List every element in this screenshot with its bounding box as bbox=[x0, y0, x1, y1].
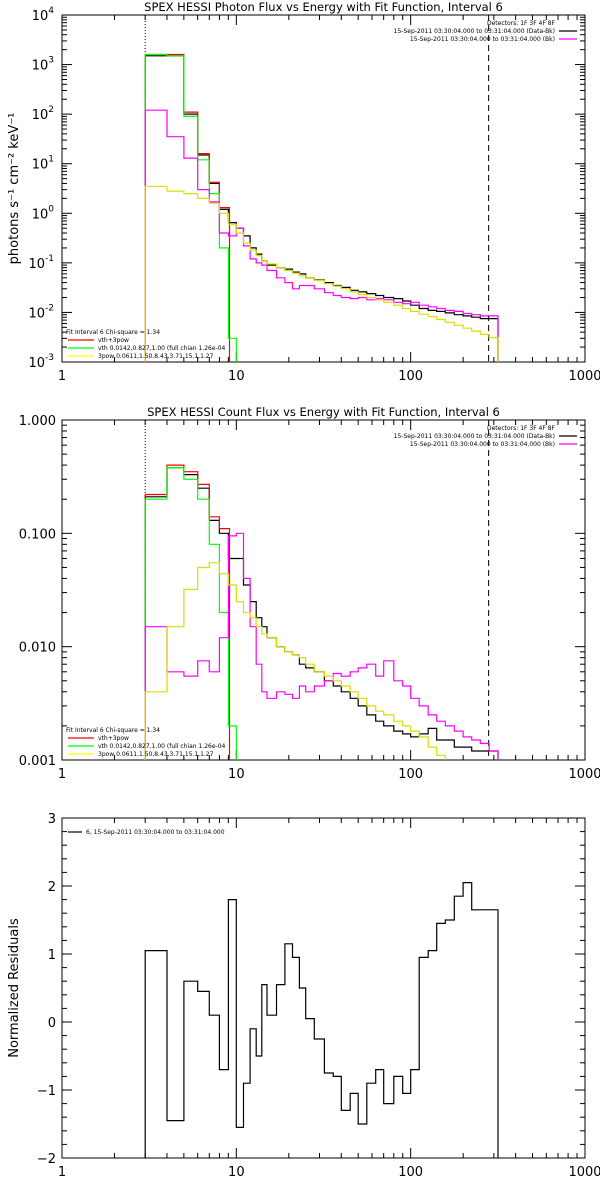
y-axis-label: photons s⁻¹ cm⁻² keV⁻¹ bbox=[7, 113, 22, 265]
y-tick-label: 2 bbox=[48, 880, 56, 895]
plot-frame bbox=[61, 14, 586, 363]
x-tick-label: 1 bbox=[58, 369, 66, 384]
y-axis-label: Normalized Residuals bbox=[7, 918, 22, 1058]
y-tick-label: 103 bbox=[32, 56, 54, 74]
y-tick-label: 1.000 bbox=[19, 414, 56, 429]
legend-entry: 3pow 0.0611,1.50,8.43,3.71,15.1,1.27 bbox=[98, 751, 214, 758]
chart-panel-1: 1 10 100 1000 10-3 10-2 10-1 100 101 102 103 104 SPE… bbox=[7, 0, 600, 384]
y-tick-label: 100 bbox=[32, 204, 55, 222]
x-tick-label: 100 bbox=[398, 767, 423, 782]
y-tick-label: 10-2 bbox=[28, 303, 54, 321]
series-line-5 bbox=[144, 562, 473, 760]
legend-entry: 6, 15-Sep-2011 03:30:04.000 to 03:31:04.… bbox=[86, 829, 225, 836]
x-tick-label: 1000 bbox=[568, 767, 600, 782]
y-tick-label: 102 bbox=[32, 105, 54, 123]
y-tick-label: 1 bbox=[48, 948, 56, 963]
x-tick-label: 10 bbox=[228, 1165, 245, 1180]
x-axis: 1 10 100 1000 bbox=[58, 818, 600, 1180]
y-tick-label: 10-3 bbox=[28, 353, 54, 371]
legend-entry: Detectors: 1F 3F 4F 8F bbox=[487, 425, 556, 432]
y-tick-label: −1 bbox=[37, 1084, 56, 1099]
legend-entry: 3pow 0.0611,1.50,8.43,3.71,15.1,1.27 bbox=[98, 353, 214, 360]
y-tick-label: −2 bbox=[37, 1152, 56, 1167]
x-tick-label: 100 bbox=[398, 1165, 423, 1180]
y-axis: 10-3 10-2 10-1 100 101 102 103 104 bbox=[28, 6, 585, 371]
x-tick-label: 10 bbox=[228, 767, 245, 782]
y-tick-label: 104 bbox=[32, 6, 55, 24]
plot-frame bbox=[61, 817, 586, 1159]
x-tick-label: 10 bbox=[228, 369, 245, 384]
x-tick-label: 1 bbox=[58, 1165, 66, 1180]
plot-frame bbox=[61, 419, 586, 761]
y-axis: 0.001 0.010 0.100 1.000 bbox=[19, 414, 585, 769]
legend-entry: Detectors: 1F 3F 4F 8F bbox=[487, 20, 556, 27]
series-group bbox=[144, 882, 499, 1158]
x-tick-label: 100 bbox=[398, 369, 423, 384]
x-axis: 1 10 100 1000 bbox=[58, 420, 600, 782]
series-line-5 bbox=[144, 185, 499, 362]
series-line-1 bbox=[144, 882, 499, 1158]
legend-entry: 15-Sep-2011 03:30:04.000 to 03:31:04.000… bbox=[394, 28, 555, 35]
chart-title: SPEX HESSI Photon Flux vs Energy with Fi… bbox=[144, 0, 503, 14]
x-tick-label: 1000 bbox=[568, 369, 600, 384]
legend-entry: vth+3pow bbox=[98, 337, 129, 344]
y-tick-label: 0.010 bbox=[19, 641, 56, 656]
x-tick-label: 1000 bbox=[568, 1165, 600, 1180]
y-tick-label: 0.001 bbox=[19, 754, 56, 769]
legend-entry: 15-Sep-2011 03:30:04.000 to 03:31:04.000… bbox=[394, 433, 555, 440]
chart-panel-3: 1 10 100 1000 −2 −1 0 1 2 3 Normalized Residuals 6,… bbox=[7, 812, 600, 1180]
chart-title: SPEX HESSI Count Flux vs Energy with Fit… bbox=[147, 405, 500, 419]
legend-entry: 15-Sep-2011 03:30:04.000 to 03:31:04.000… bbox=[410, 36, 555, 43]
legend-entry: Fit Interval 6 Chi-square = 1.34 bbox=[66, 329, 160, 336]
series-line-2 bbox=[144, 464, 231, 760]
series-group bbox=[144, 53, 499, 362]
y-tick-label: 10-1 bbox=[28, 254, 54, 272]
series-line-2 bbox=[144, 53, 231, 362]
y-tick-label: 0 bbox=[48, 1016, 56, 1031]
y-axis: −2 −1 0 1 2 3 bbox=[37, 812, 585, 1167]
chart-panel-2: 1 10 100 1000 0.001 0.010 0.100 1.000 SPEX HESSI… bbox=[19, 405, 600, 782]
series-line-4 bbox=[144, 109, 499, 362]
series-group bbox=[144, 464, 499, 760]
x-tick-label: 1 bbox=[58, 767, 66, 782]
series-line-3 bbox=[144, 53, 245, 362]
series-line-3 bbox=[144, 467, 245, 760]
series-line-1 bbox=[144, 467, 499, 760]
legend-entry: vth 0.0142,0.827,1.00 (full chian 1.26e-… bbox=[98, 743, 226, 750]
legend: 6, 15-Sep-2011 03:30:04.000 to 03:31:04.… bbox=[68, 829, 225, 836]
legend-entry: vth+3pow bbox=[98, 735, 129, 742]
legend-entry: vth 0.0142,0.827,1.00 (full chian 1.26e-… bbox=[98, 345, 226, 352]
series-line-1 bbox=[144, 55, 499, 362]
y-tick-label: 3 bbox=[48, 812, 56, 827]
y-tick-label: 101 bbox=[32, 155, 54, 173]
legend-entry: Fit Interval 6 Chi-square = 1.34 bbox=[66, 727, 160, 734]
y-tick-label: 0.100 bbox=[19, 527, 56, 542]
x-axis: 1 10 100 1000 bbox=[58, 15, 600, 384]
series-line-4 bbox=[144, 532, 499, 760]
legend-entry: 15-Sep-2011 03:30:04.000 to 03:31:04.000… bbox=[410, 441, 555, 448]
